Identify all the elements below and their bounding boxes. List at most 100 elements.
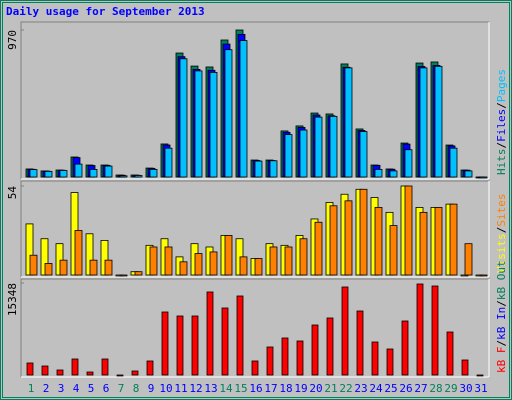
bar [179,58,188,178]
bar [266,346,274,376]
legend-entry: Hits [495,149,508,176]
legend-entry: Pages [495,69,508,102]
bar [254,160,263,178]
chart-title: Daily usage for September 2013 [6,5,205,18]
legend-separator: / [495,102,508,109]
x-tick-label: 17 [264,382,277,395]
bar [311,324,319,376]
x-tick-label: 21 [324,382,337,395]
x-tick-label: 1 [28,382,35,395]
bar [131,370,139,376]
bar [209,72,218,178]
bar [431,285,439,376]
bar [25,223,34,276]
bar [389,225,398,276]
bar [254,258,263,276]
bar [344,67,353,178]
legend: kB F/kB In/kB Out [495,260,508,373]
bar [56,369,64,376]
bar [161,311,169,376]
bar [269,160,278,178]
legend-separator: / [495,300,508,307]
x-tick-label: 20 [309,382,322,395]
bar [101,358,109,376]
y-tick-label: 54 [6,186,19,200]
bar [464,170,473,178]
bar [284,134,293,178]
bar [41,365,49,376]
bar [74,230,83,276]
x-tick-label: 27 [414,382,427,395]
bar [359,188,368,276]
legend-entry: kB Out [495,260,508,300]
bar [314,116,323,178]
bar [434,207,443,276]
bar [134,175,143,178]
x-tick-label: 14 [219,382,233,395]
bar [446,331,454,376]
bar [104,259,113,276]
x-tick-label: 3 [58,382,65,395]
bar [299,238,308,276]
bar [209,251,218,276]
bar [416,283,424,376]
bar [296,340,304,376]
bar [179,261,188,276]
bar [299,129,308,178]
bar [344,200,353,276]
legend: Hits/Files/Pages [495,69,508,175]
bar [284,246,293,276]
x-tick-label: 4 [73,382,80,395]
bar [224,235,233,276]
bar [419,211,428,276]
bar [89,259,98,276]
bar [29,169,38,178]
bar [119,175,128,178]
bar [86,371,94,376]
x-tick-label: 23 [354,382,367,395]
x-tick-label: 9 [148,382,155,395]
bar [59,170,68,178]
bar [176,315,184,376]
bar [314,221,323,276]
x-tick-label: 15 [234,382,247,395]
bar [371,341,379,376]
bar [374,207,383,276]
x-tick-label: 7 [118,382,125,395]
bar [104,165,113,178]
x-tick-label: 16 [249,382,262,395]
bar [341,286,349,376]
x-tick-label: 10 [159,382,172,395]
bar [329,115,338,178]
x-tick-label: 31 [474,382,487,395]
legend-entry: kB In [495,307,508,340]
legend-separator: / [495,142,508,149]
bar [100,239,109,276]
bar [116,374,124,377]
bar [329,205,338,276]
x-tick-label: 18 [279,382,292,395]
bar [479,274,488,277]
y-tick-label: 15348 [6,283,19,316]
x-tick-label: 6 [103,382,110,395]
bar [356,310,364,376]
bar [476,374,484,377]
bar [206,291,214,376]
bar [146,360,154,376]
bar [55,243,64,276]
x-tick-label: 22 [339,382,352,395]
bar [164,147,173,178]
bar [404,185,413,276]
bar [194,253,203,276]
bar [149,246,158,276]
x-tick-label: 28 [429,382,442,395]
bar [239,40,248,178]
bar [134,271,143,276]
bar [419,67,428,178]
bar [386,348,394,376]
bar [59,259,68,276]
bar [44,170,53,178]
x-tick-label: 30 [459,382,472,395]
